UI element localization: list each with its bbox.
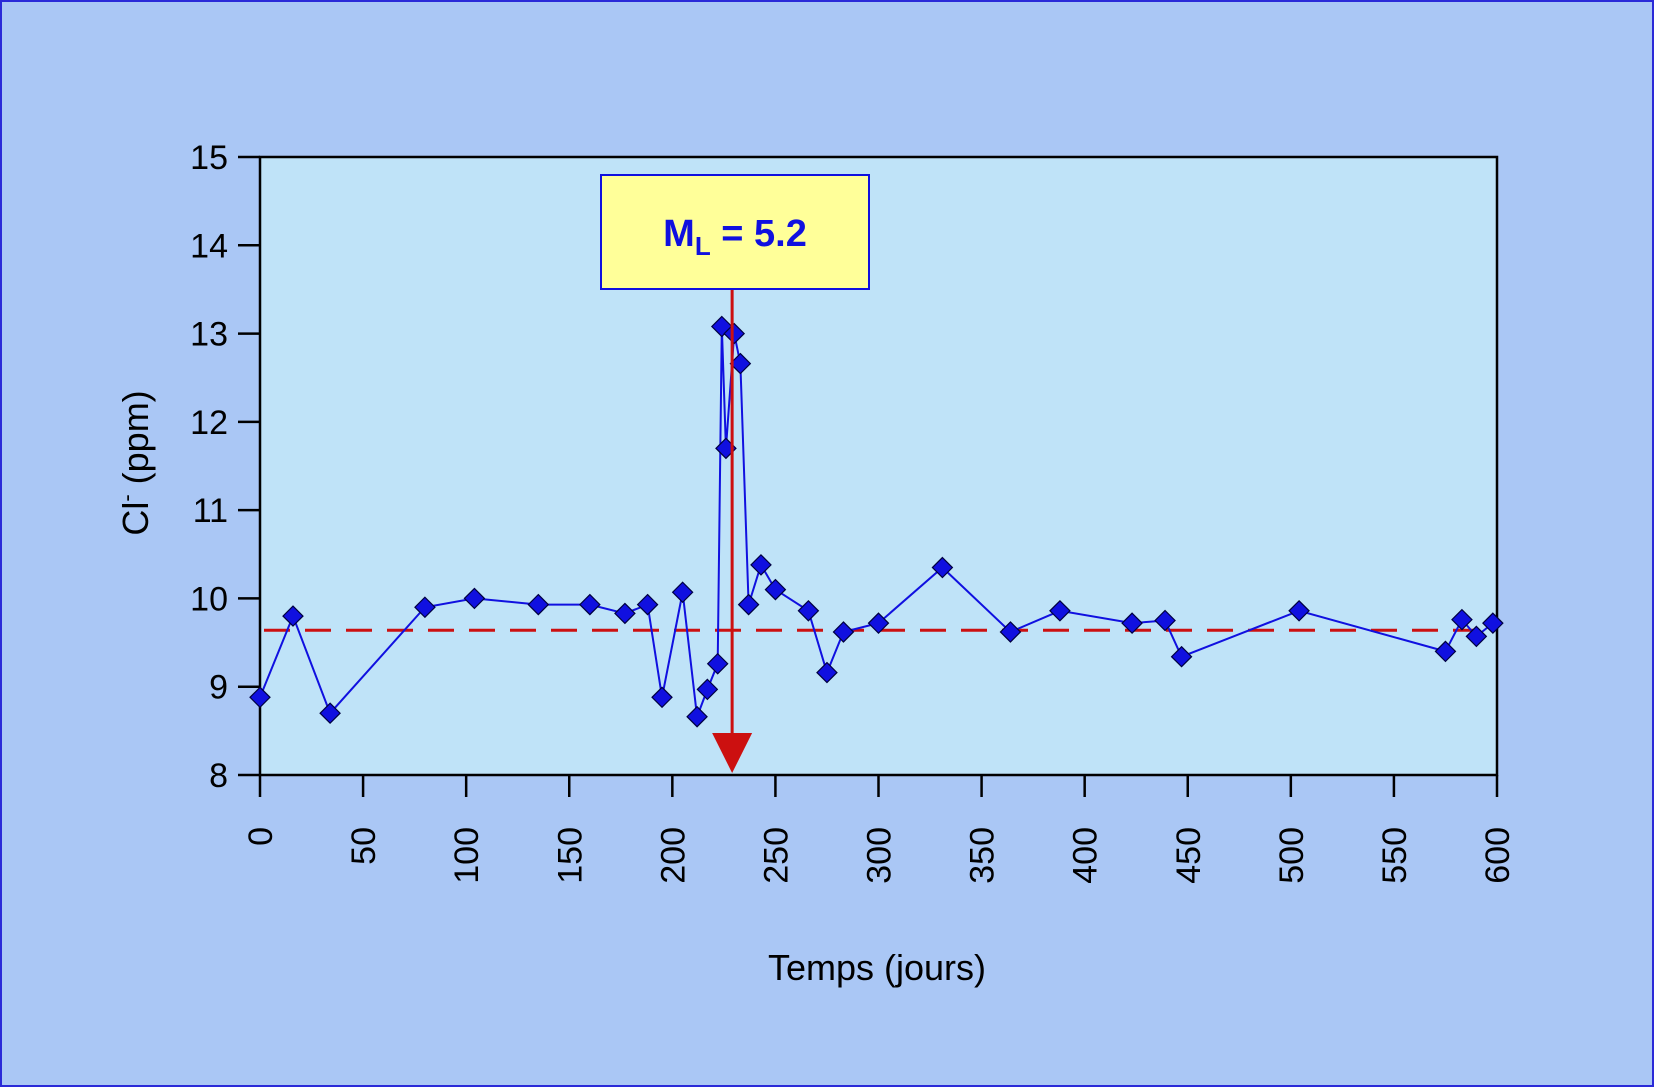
data-point xyxy=(1482,612,1504,634)
x-tick-label: 450 xyxy=(1170,827,1208,884)
data-point xyxy=(671,581,694,604)
data-point xyxy=(1451,608,1473,631)
data-point xyxy=(764,578,787,601)
y-tick-label: 8 xyxy=(209,757,228,795)
y-axis: 8 9 10 11 12 13 14 15 xyxy=(190,139,260,795)
x-tick-label: 50 xyxy=(345,827,383,865)
x-tick-label: 100 xyxy=(448,827,486,884)
x-tick-label: 400 xyxy=(1067,827,1105,884)
data-point xyxy=(999,621,1022,643)
data-point xyxy=(319,702,341,725)
x-tick-label: 550 xyxy=(1376,827,1414,884)
data-point xyxy=(706,652,729,675)
data-point xyxy=(282,605,304,627)
y-tick-label: 14 xyxy=(190,227,228,265)
data-point xyxy=(614,602,636,625)
data-point xyxy=(1154,609,1176,632)
data-point xyxy=(579,593,601,616)
annotation-box: ML = 5.2 xyxy=(600,174,870,290)
x-axis: 0 50 100 150 200 250 300 350 400 450 500 550 600 xyxy=(242,775,1517,884)
x-tick-label: 500 xyxy=(1273,827,1311,884)
y-axis-title: Cl- (ppm) xyxy=(114,390,156,535)
y-tick-label: 9 xyxy=(209,669,228,707)
x-tick-label: 200 xyxy=(654,827,692,884)
data-point xyxy=(636,593,659,616)
series-markers xyxy=(249,315,1504,728)
data-point xyxy=(249,686,271,709)
data-point xyxy=(696,678,719,701)
x-tick-label: 600 xyxy=(1479,827,1517,884)
data-point xyxy=(414,596,436,619)
data-point xyxy=(723,322,746,345)
y-tick-label: 10 xyxy=(190,580,228,618)
x-tick-label: 300 xyxy=(861,827,899,884)
y-tick-label: 13 xyxy=(190,316,228,354)
data-point xyxy=(686,705,708,728)
data-point xyxy=(1170,645,1193,668)
data-point xyxy=(737,593,760,616)
data-point xyxy=(1288,599,1310,622)
data-point xyxy=(797,599,820,622)
x-tick-label: 150 xyxy=(551,827,589,884)
data-point xyxy=(750,554,772,576)
x-axis-title: Temps (jours) xyxy=(768,947,986,988)
y-tick-label: 12 xyxy=(190,404,228,442)
plot-area xyxy=(258,155,1499,777)
annotation-label: ML = 5.2 xyxy=(663,213,807,261)
data-point xyxy=(867,612,890,634)
event-marker-arrowhead xyxy=(712,733,753,773)
data-point xyxy=(1465,625,1488,648)
data-point xyxy=(463,587,486,610)
data-point xyxy=(729,352,752,375)
annotation-box-background xyxy=(600,174,870,290)
x-tick-label: 0 xyxy=(242,827,280,846)
data-point xyxy=(1434,640,1457,663)
data-point xyxy=(1121,612,1143,634)
data-point xyxy=(816,661,838,684)
data-point xyxy=(527,593,550,616)
data-point xyxy=(1049,599,1071,622)
data-point xyxy=(832,621,855,643)
y-tick-label: 11 xyxy=(193,492,228,530)
y-tick-label: 15 xyxy=(190,139,228,177)
x-tick-label: 350 xyxy=(964,827,1002,884)
data-point xyxy=(931,556,954,579)
data-point xyxy=(651,686,673,709)
x-tick-label: 250 xyxy=(757,827,795,884)
